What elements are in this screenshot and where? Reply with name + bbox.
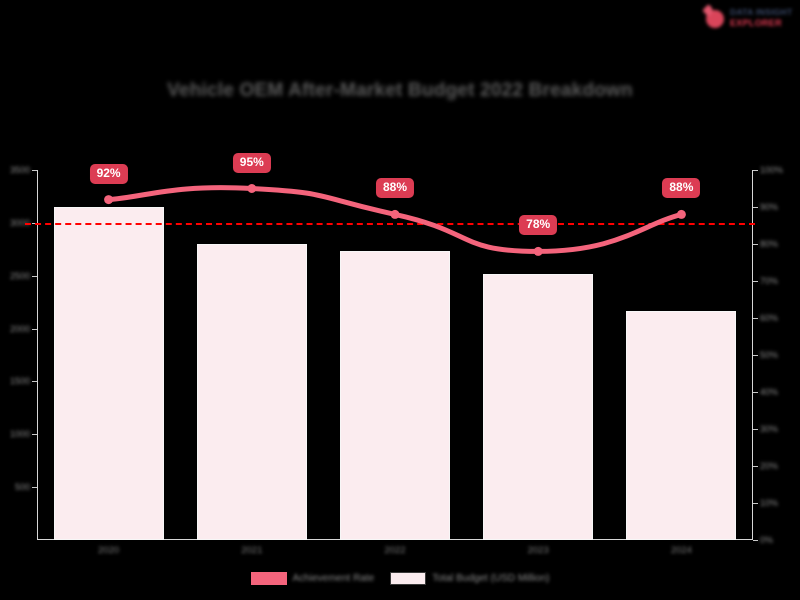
chart-legend: Achievement Rate Total Budget (USD Millio… bbox=[0, 572, 800, 585]
legend-item[interactable]: Achievement Rate bbox=[250, 572, 375, 585]
y-tick-label-left: 3500 bbox=[9, 165, 30, 175]
y-tick-right bbox=[753, 207, 758, 208]
y-tick-label-right: 0% bbox=[760, 535, 774, 545]
x-axis-label: 2020 bbox=[98, 545, 120, 556]
y-tick-left bbox=[32, 275, 37, 277]
legend-item[interactable]: Total Budget (USD Million) bbox=[390, 572, 549, 585]
data-label-badge: 88% bbox=[375, 178, 415, 199]
legend-label: Total Budget (USD Million) bbox=[432, 573, 550, 584]
line-marker[interactable] bbox=[104, 195, 114, 205]
y-tick-right bbox=[753, 170, 758, 171]
y-axis-right bbox=[752, 170, 753, 540]
bar[interactable] bbox=[53, 207, 164, 540]
y-tick-right bbox=[753, 355, 758, 356]
y-tick-right bbox=[753, 429, 758, 430]
y-tick-left bbox=[32, 328, 37, 330]
bar[interactable] bbox=[340, 251, 450, 540]
y-tick-label-right: 80% bbox=[760, 239, 779, 249]
chart-title: Vehicle OEM After-Market Budget 2022 Bre… bbox=[167, 80, 633, 101]
y-tick-label-left: 2500 bbox=[9, 270, 30, 281]
y-tick-label-right: 70% bbox=[760, 276, 779, 286]
line-marker[interactable] bbox=[247, 184, 257, 193]
logo-line-1: DATA INSIGHT bbox=[730, 7, 793, 17]
brand-logo: DATA INSIGHT EXPLORER bbox=[702, 4, 795, 32]
y-axis-left bbox=[37, 170, 38, 540]
data-label-badge: 95% bbox=[232, 152, 271, 173]
y-tick-right bbox=[753, 392, 758, 393]
y-tick-right bbox=[753, 466, 758, 467]
legend-swatch bbox=[390, 572, 427, 585]
plot-area: 3500 3000 2500 2000 1500 1000 500 100% 90% 80% 70… bbox=[10, 152, 783, 556]
legend-label: Achievement Rate bbox=[292, 573, 375, 584]
logo-line-2: EXPLORER bbox=[730, 18, 782, 28]
y-tick-right bbox=[753, 281, 758, 282]
y-tick-left bbox=[32, 487, 37, 489]
data-label-badge: 88% bbox=[662, 178, 701, 199]
bar[interactable] bbox=[626, 310, 737, 540]
line-marker[interactable] bbox=[676, 209, 686, 219]
data-label-badge: 78% bbox=[519, 215, 558, 236]
line-marker[interactable] bbox=[533, 246, 543, 256]
logo-wordmark: DATA INSIGHT EXPLORER bbox=[730, 8, 792, 28]
legend-swatch bbox=[250, 572, 287, 585]
target-reference-line bbox=[25, 222, 755, 225]
y-tick-label-left: 1000 bbox=[9, 429, 30, 440]
y-tick-label-right: 90% bbox=[760, 202, 779, 212]
y-tick-label-left: 2000 bbox=[9, 323, 30, 334]
y-tick-left bbox=[32, 170, 37, 171]
bar[interactable] bbox=[483, 273, 594, 540]
x-axis-label: 2022 bbox=[384, 545, 406, 556]
y-tick-label-right: 100% bbox=[760, 165, 784, 175]
y-tick-label-right: 40% bbox=[760, 387, 779, 397]
y-tick-right bbox=[753, 244, 758, 245]
y-tick-left bbox=[32, 381, 37, 383]
y-tick-label-right: 10% bbox=[760, 498, 779, 508]
y-tick-label-left: 500 bbox=[14, 482, 30, 493]
x-axis-label: 2021 bbox=[241, 545, 263, 556]
y-tick-label-right: 50% bbox=[760, 350, 779, 360]
y-tick-right bbox=[753, 318, 758, 319]
x-axis-label: 2024 bbox=[670, 545, 692, 556]
y-tick-right bbox=[753, 540, 758, 541]
y-tick-left bbox=[32, 434, 37, 436]
logo-mark-icon bbox=[702, 4, 727, 30]
y-tick-label-left: 1500 bbox=[9, 376, 30, 387]
bar[interactable] bbox=[196, 244, 307, 540]
data-label-badge: 92% bbox=[89, 163, 128, 184]
line-marker[interactable] bbox=[390, 209, 400, 219]
y-tick-label-right: 60% bbox=[760, 313, 779, 323]
y-tick-label-right: 20% bbox=[760, 461, 779, 471]
x-axis-label: 2023 bbox=[527, 545, 549, 556]
y-tick-label-right: 30% bbox=[760, 424, 779, 434]
y-tick-right bbox=[753, 503, 758, 504]
y-tick-label-left: 3000 bbox=[9, 217, 30, 228]
